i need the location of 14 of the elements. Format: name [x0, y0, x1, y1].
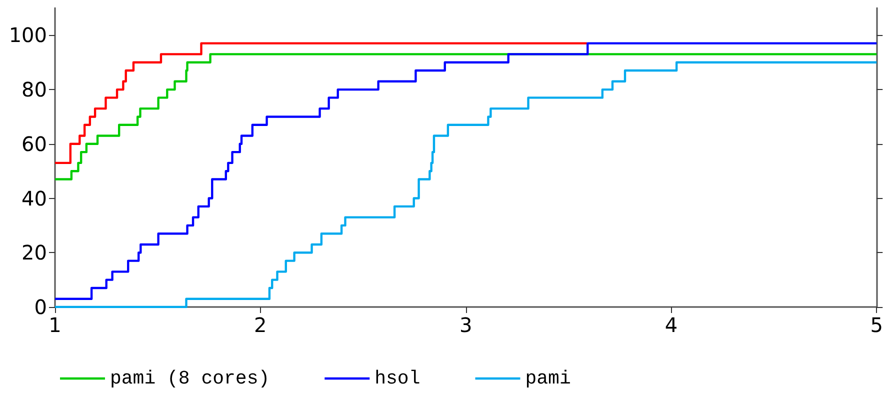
legend-label: pami (8 cores) [110, 368, 270, 390]
x-tick-label: 4 [664, 313, 678, 337]
x-tick-label: 5 [870, 313, 884, 337]
x-tick-label: 2 [254, 313, 267, 337]
y-tick-label: 100 [8, 23, 47, 48]
x-tick-label: 3 [459, 313, 472, 337]
y-tick-label: 40 [22, 186, 47, 210]
y-tick-label: 20 [22, 240, 47, 265]
y-tick-label: 60 [22, 132, 47, 156]
legend-label: pami [525, 368, 571, 390]
x-tick-label: 1 [48, 313, 62, 337]
y-tick-label: 0 [34, 295, 47, 319]
y-tick-label: 80 [22, 78, 47, 102]
legend-label: hsol [374, 368, 420, 390]
